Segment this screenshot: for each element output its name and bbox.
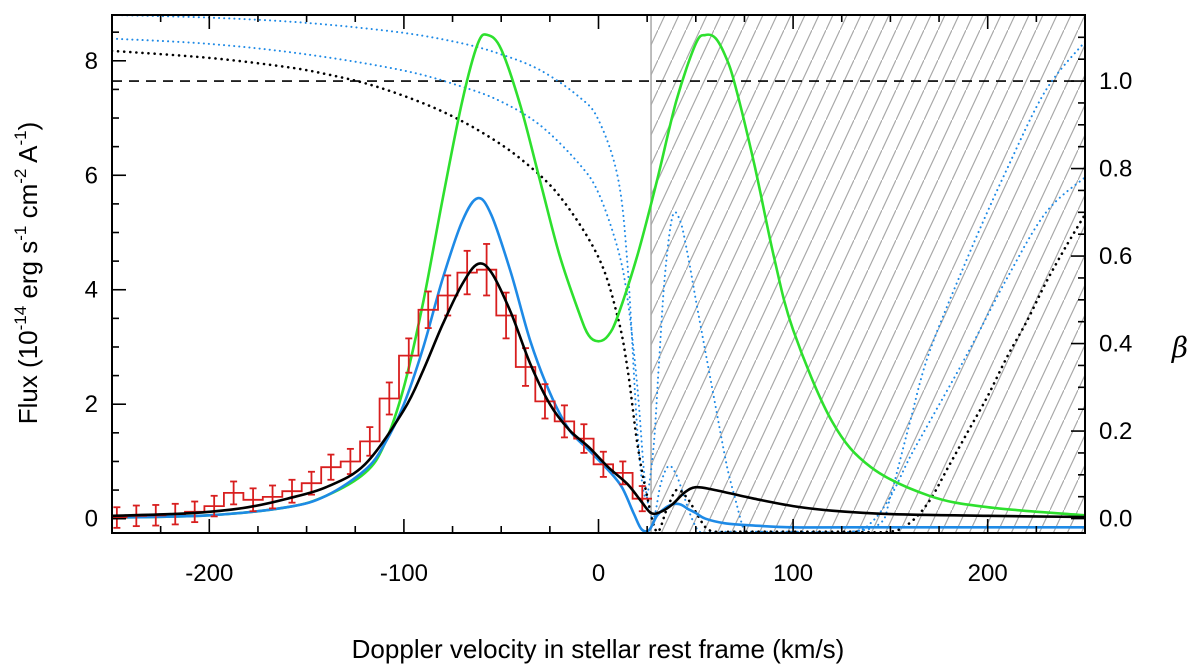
observed-errorbar — [385, 381, 393, 416]
hatched-region-layer — [650, 15, 1085, 533]
x-axis-title: Doppler velocity in stellar rest frame (… — [352, 634, 845, 664]
x-tick-label: -200 — [185, 560, 233, 587]
observed-errorbar — [405, 337, 413, 374]
y2-tick-label: 0.8 — [1099, 156, 1132, 183]
x-tick-label: 0 — [592, 560, 605, 587]
observed-errorbar — [424, 290, 432, 329]
observed-errorbar — [288, 478, 296, 504]
observed-errorbar — [113, 506, 121, 529]
x-tick-label: 200 — [968, 560, 1008, 587]
observed-errorbar — [580, 423, 588, 454]
series-beta-black — [112, 49, 1085, 533]
observed-errorbar — [463, 249, 471, 296]
hatched-region — [651, 15, 1085, 533]
y2-tick-label: 0.4 — [1099, 331, 1132, 358]
y2-tick-label: 0.2 — [1099, 418, 1132, 445]
observed-errorbar — [230, 480, 238, 506]
y-tick-label: 0 — [85, 506, 98, 533]
observed-histogram — [112, 268, 652, 519]
y-axis-title-part: erg s — [13, 241, 43, 306]
series-beta-blue-lower — [112, 37, 1085, 533]
x-tick-label: -100 — [380, 560, 428, 587]
series-model-black — [112, 262, 1085, 519]
series-beta-blue-upper — [112, 15, 1085, 533]
series-layer — [112, 15, 1085, 533]
observed-errorbar — [307, 470, 315, 496]
y-axis-title-sup: -1 — [11, 226, 30, 241]
y-axis-title-part: cm — [13, 184, 43, 226]
y-tick-label: 6 — [85, 162, 98, 189]
ticks-layer — [111, 15, 1086, 533]
tick-labels-layer: -200 -100 0 100 200 0 2 4 6 8 0.0 0.2 0.4 0.6 0.8 1.0 — [85, 48, 1133, 587]
x-tick-label: 100 — [773, 560, 813, 587]
y-tick-label: 2 — [85, 391, 98, 418]
observed-errorbar — [269, 484, 277, 510]
y-tick-label: 4 — [85, 277, 98, 304]
y-tick-label: 8 — [85, 48, 98, 75]
y-axis-title-sup: -1 — [11, 130, 30, 145]
y-axis-title-part: A — [13, 145, 43, 169]
observed-errorbar — [327, 453, 335, 481]
observed-errorbar — [541, 383, 549, 420]
y-axis-title-sup: -14 — [11, 306, 30, 331]
observed-errorbar — [483, 243, 491, 297]
y-axis-title-sup: -2 — [11, 169, 30, 184]
y2-axis-title: β — [1171, 331, 1188, 364]
y2-tick-label: 1.0 — [1099, 68, 1132, 95]
observed-errorbar — [599, 450, 607, 478]
observed-errorbar — [560, 404, 568, 439]
y2-tick-label: 0.6 — [1099, 243, 1132, 270]
y2-tick-label: 0.0 — [1099, 506, 1132, 533]
observed-errorbar — [210, 494, 218, 518]
y-axis-title-part: Flux (10 — [13, 330, 43, 424]
y-axis-title: Flux (10-14 erg s-1 cm-2 A-1) — [11, 122, 43, 425]
series-model-green — [112, 33, 1085, 519]
y-axis-title-part: ) — [13, 122, 43, 131]
observed-errorbar — [638, 485, 646, 513]
svg-text:Flux (10-14 erg s-1 cm-2 A-1): Flux (10-14 erg s-1 cm-2 A-1) — [11, 122, 43, 425]
